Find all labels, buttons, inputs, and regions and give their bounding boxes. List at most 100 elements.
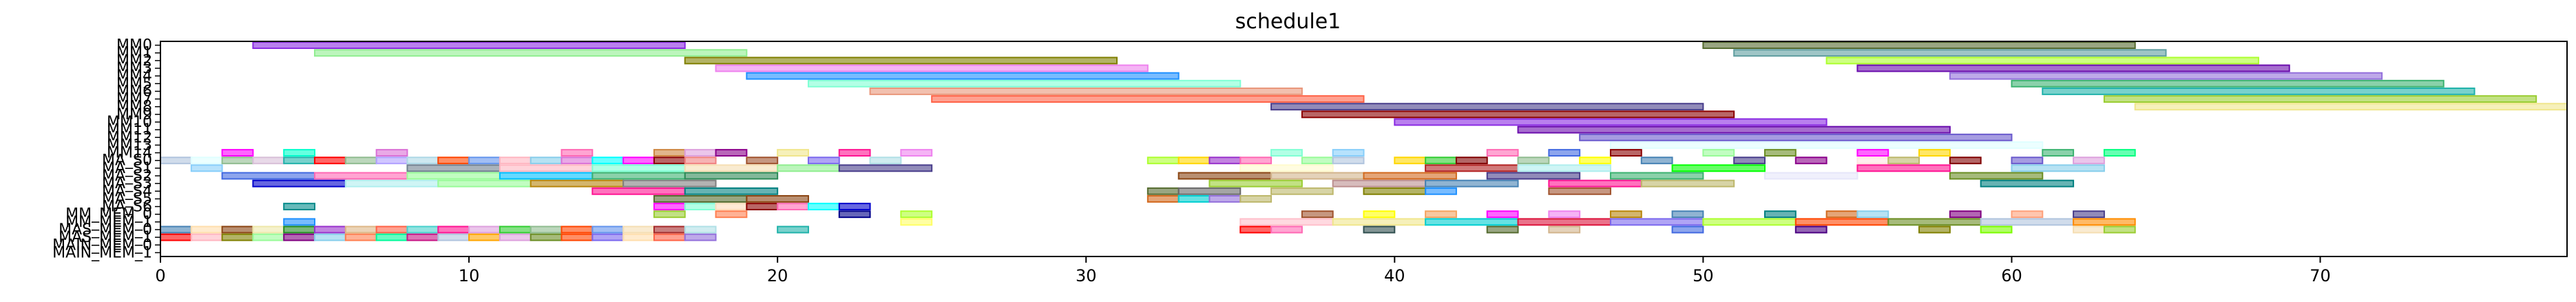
task-bar <box>1177 194 1211 203</box>
task-bar <box>1702 149 1735 157</box>
task-bar <box>530 179 625 188</box>
task-bar <box>1609 218 1704 226</box>
task-bar <box>530 233 563 241</box>
task-bar <box>530 225 563 234</box>
task-bar <box>314 49 748 57</box>
task-bar <box>1548 225 1581 234</box>
task-bar <box>1239 194 1273 203</box>
task-bar <box>1517 164 1611 172</box>
task-bar <box>1980 218 2075 226</box>
task-bar <box>1332 157 1365 165</box>
task-bar <box>591 157 625 165</box>
row-label: MA_S6 <box>102 199 152 216</box>
task-bar <box>499 172 594 180</box>
task-bar <box>1270 225 1303 234</box>
task-bar <box>1609 210 1642 219</box>
row-label: MA_S3 <box>102 175 152 192</box>
task-bar <box>375 225 408 234</box>
task-bar <box>344 179 439 188</box>
task-bar <box>1548 149 1581 157</box>
row-label: MM8 <box>116 99 152 116</box>
task-bar <box>252 179 346 188</box>
row-label: MA_S1 <box>102 160 152 177</box>
task-bars <box>160 41 2568 241</box>
task-bar <box>344 157 377 165</box>
task-bar <box>252 41 686 50</box>
task-bar <box>221 172 316 180</box>
task-bar <box>684 172 779 180</box>
task-bar <box>1517 218 1611 226</box>
chart-title: schedule1 <box>1235 10 1341 34</box>
task-bar <box>1332 179 1427 188</box>
task-bar <box>1270 172 1365 180</box>
task-bar <box>1425 164 1519 172</box>
task-bar <box>1609 141 2044 149</box>
task-bar <box>838 203 871 211</box>
task-bar <box>1609 172 1704 180</box>
task-bar <box>406 233 439 241</box>
task-bar <box>1425 187 1457 195</box>
task-bar <box>653 203 686 211</box>
task-bar <box>1671 164 1766 172</box>
task-bar <box>437 157 470 165</box>
row-label: MM5 <box>116 75 152 92</box>
task-bar <box>1887 157 1920 165</box>
task-bar <box>1794 218 1889 226</box>
task-bar <box>1517 157 1550 165</box>
task-bar <box>1208 194 1242 203</box>
task-bar <box>1270 103 1704 111</box>
task-bar <box>1918 149 1951 157</box>
y-axis: MM0MM1MM2MM3MM4MM5MM6MM7MM8MM9MM10MM11MM… <box>52 37 160 261</box>
task-bar <box>684 149 717 157</box>
task-bar <box>561 157 594 165</box>
task-bar <box>1856 64 2290 72</box>
task-bar <box>160 233 192 241</box>
task-bar <box>1270 149 1303 157</box>
plot-frame <box>160 41 2568 257</box>
x-axis: 0 10 20 30 40 50 60 70 <box>155 256 2331 285</box>
task-bar <box>2073 225 2105 234</box>
x-tick-label: 70 <box>2310 266 2331 285</box>
task-bar <box>1301 110 1735 119</box>
task-bar <box>1949 157 1982 165</box>
task-bar <box>1794 157 1828 165</box>
task-bar <box>1918 225 1951 234</box>
task-bar <box>684 187 779 195</box>
task-bar <box>2134 103 2568 111</box>
task-bar <box>252 233 285 241</box>
task-bar <box>1146 194 1180 203</box>
task-bar <box>1146 157 1180 165</box>
row-label: MAS_MEM_0 <box>59 221 152 239</box>
task-bar <box>869 87 1303 95</box>
task-bar <box>221 149 254 157</box>
x-tick-label: 60 <box>2001 266 2022 285</box>
task-bar <box>499 233 532 241</box>
task-bar <box>1548 179 1642 188</box>
task-bar <box>1239 225 1273 234</box>
task-bar <box>375 149 408 157</box>
task-bar <box>468 225 501 234</box>
task-bar <box>2011 157 2044 165</box>
task-bar <box>1146 187 1180 195</box>
task-bar <box>2103 149 2136 157</box>
task-bar <box>2073 157 2105 165</box>
row-label: MM_MEM_0 <box>65 206 152 223</box>
task-bar <box>653 233 686 241</box>
x-tick-label: 20 <box>767 266 788 285</box>
task-bar <box>1980 179 2075 188</box>
task-bar <box>1177 172 1273 180</box>
task-bar <box>900 210 933 219</box>
task-bar <box>468 157 501 165</box>
task-bar <box>1980 225 2013 234</box>
row-label: MAIN_MEM_0 <box>52 236 152 254</box>
task-bar <box>1640 157 1673 165</box>
task-bar <box>283 157 316 165</box>
task-bar <box>622 225 655 234</box>
row-label: MM13 <box>107 137 152 154</box>
row-label: MA_S5 <box>102 190 152 208</box>
task-bar <box>715 210 748 219</box>
task-bar <box>283 233 316 241</box>
task-bar <box>1486 172 1581 180</box>
task-bar <box>653 194 748 203</box>
task-bar <box>1177 157 1211 165</box>
